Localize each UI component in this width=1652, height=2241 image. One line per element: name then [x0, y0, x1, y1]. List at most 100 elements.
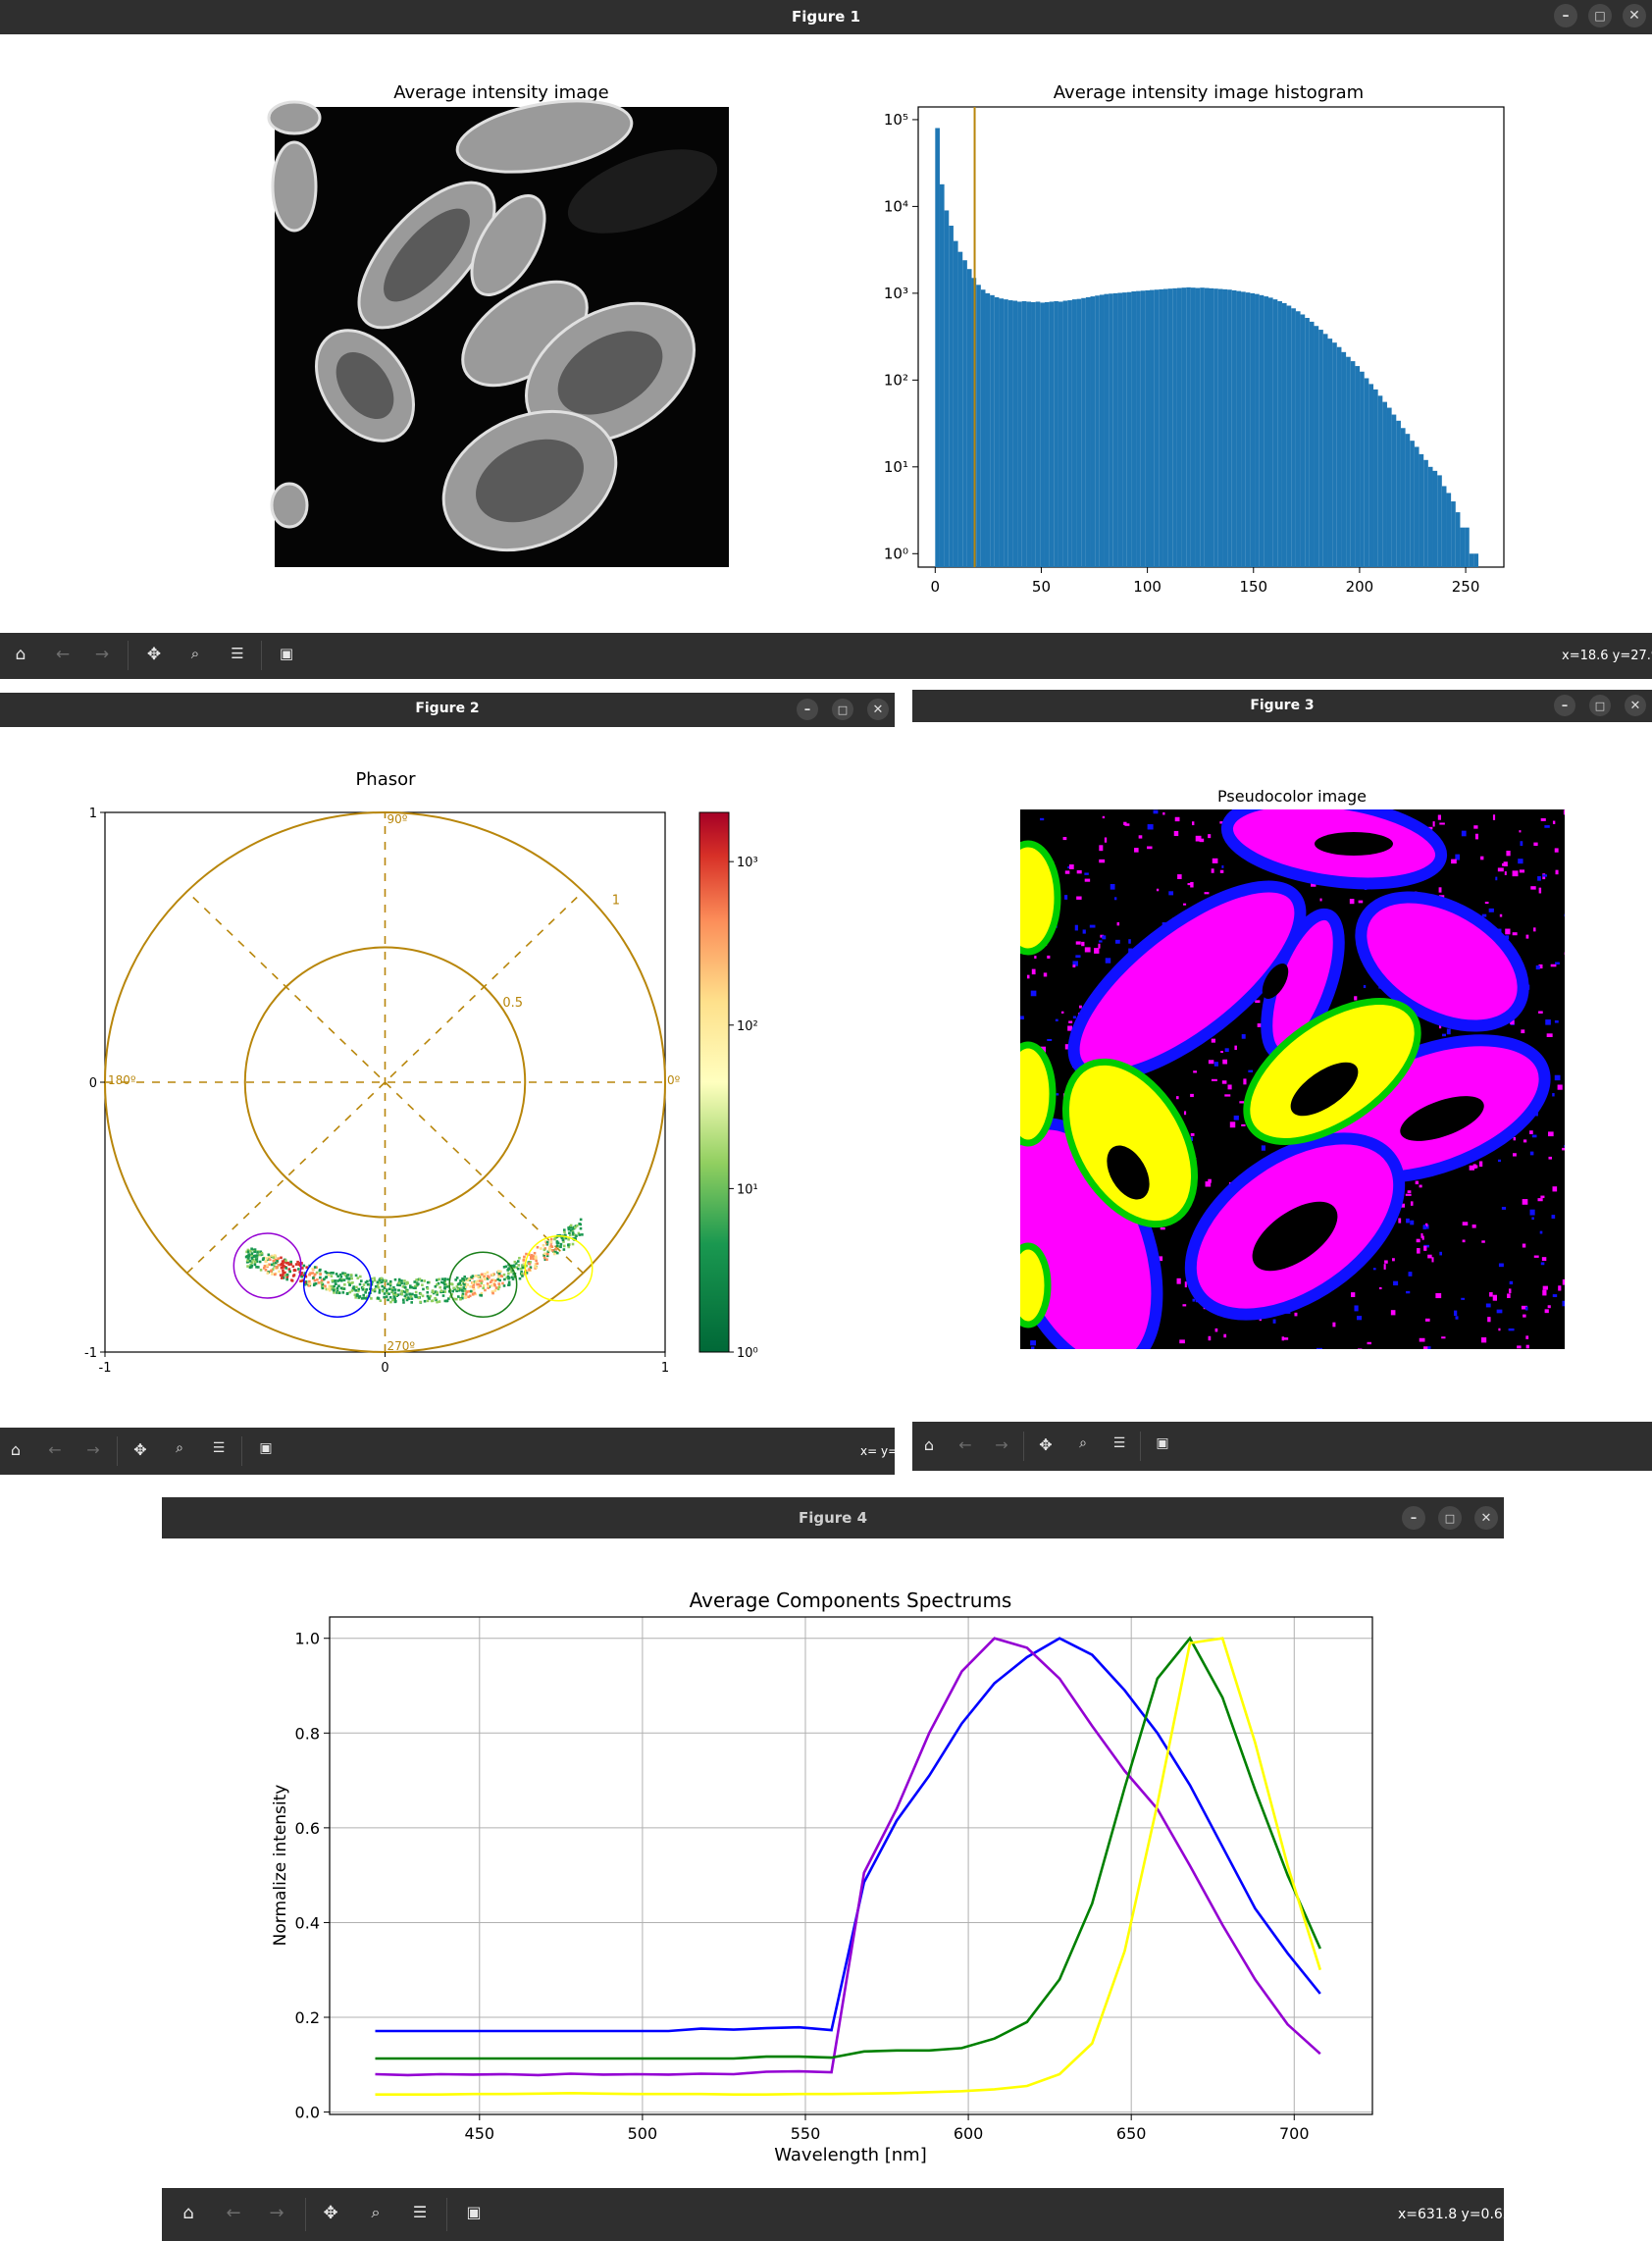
pseudocolor-image[interactable] — [971, 788, 1570, 1389]
save-icon[interactable]: ▣ — [279, 645, 294, 662]
histogram-bar — [1012, 300, 1018, 567]
histogram-bar — [1213, 288, 1218, 567]
histogram-bar — [1104, 293, 1110, 567]
histogram-bar — [1076, 298, 1082, 567]
histogram-bar — [1396, 420, 1401, 567]
figure2-title: Figure 2 — [415, 701, 480, 716]
configure-subplots-icon[interactable]: ☰ — [212, 1440, 226, 1456]
figure4-toolbar: ⌂ ← → ✥ ⌕ ☰ ▣ x=631.8 y=0.625 — [162, 2188, 1504, 2241]
spectrum-axes[interactable]: 450 500 550 600 650 700 0.0 0.2 0.4 0.6 0.8 1.0 — [295, 1616, 1373, 2143]
histogram-bar — [976, 285, 981, 567]
forward-arrow-icon[interactable]: → — [269, 2203, 284, 2223]
configure-subplots-icon[interactable]: ☰ — [1112, 1435, 1126, 1451]
histogram-bar — [1190, 287, 1196, 567]
cursor-coordinates: x= y= — [860, 1444, 895, 1458]
back-arrow-icon[interactable]: ← — [226, 2203, 241, 2223]
histogram-bar — [1217, 288, 1223, 567]
angle-label-90: 90º — [387, 812, 408, 826]
figure2-canvas[interactable]: Phasor 90º 0º 180º 270º 1 0.5 -1-1 0 0 1 1 — [0, 727, 895, 1428]
histogram-axes[interactable]: 0 50 100 150 200 250 10⁰ 10¹ 10² 10³ 10⁴ 10⁵ — [884, 106, 1505, 596]
back-arrow-icon[interactable]: ← — [48, 1440, 62, 1459]
home-icon[interactable]: ⌂ — [182, 2203, 194, 2223]
histogram-bar — [1255, 293, 1260, 567]
zoom-icon[interactable]: ⌕ — [371, 2203, 381, 2221]
histogram-bar — [1314, 326, 1319, 567]
zoom-icon[interactable]: ⌕ — [1079, 1435, 1087, 1451]
histogram-bar — [1272, 299, 1278, 567]
close-button[interactable]: ✕ — [1474, 1506, 1498, 1530]
component-circle — [302, 1251, 372, 1318]
maximize-button[interactable]: □ — [832, 699, 853, 720]
pseudocolor-title: Pseudocolor image — [1217, 787, 1367, 806]
configure-subplots-icon[interactable]: ☰ — [412, 2203, 428, 2221]
figure2-titlebar[interactable]: Figure 2 – □ ✕ — [0, 693, 895, 727]
configure-subplots-icon[interactable]: ☰ — [231, 645, 244, 662]
y-tick-label: -1 — [84, 1346, 97, 1361]
figure3-canvas[interactable]: Pseudocolor image — [912, 722, 1652, 1422]
home-icon[interactable]: ⌂ — [10, 1440, 22, 1459]
save-icon[interactable]: ▣ — [466, 2203, 482, 2221]
histogram-bar — [1400, 428, 1406, 567]
minimize-button[interactable]: – — [1554, 4, 1577, 27]
maximize-button[interactable]: □ — [1589, 695, 1611, 716]
back-arrow-icon[interactable]: ← — [55, 645, 71, 664]
y-tick-label: 10⁰ — [884, 545, 908, 562]
minimize-button[interactable]: – — [797, 699, 818, 720]
histogram-title: Average intensity image histogram — [1054, 82, 1364, 103]
figure1-titlebar[interactable]: Figure 1 – □ ✕ — [0, 0, 1652, 34]
histogram-bar — [1465, 527, 1470, 567]
histogram-bar — [1446, 493, 1452, 567]
x-tick-label: -1 — [99, 1361, 112, 1376]
histogram-bar — [1049, 301, 1055, 567]
figure3-toolbar: ⌂ ← → ✥ ⌕ ☰ ▣ — [912, 1422, 1652, 1471]
minimize-button[interactable]: – — [1554, 695, 1575, 716]
histogram-bar — [1360, 371, 1365, 567]
figure3-titlebar[interactable]: Figure 3 – □ ✕ — [912, 690, 1652, 722]
home-icon[interactable]: ⌂ — [15, 645, 26, 664]
histogram-bar — [1209, 287, 1214, 567]
figure4-titlebar[interactable]: Figure 4 – □ ✕ — [162, 1497, 1504, 1538]
back-arrow-icon[interactable]: ← — [958, 1435, 972, 1454]
maximize-button[interactable]: □ — [1588, 4, 1612, 27]
histogram-bar — [1054, 300, 1058, 567]
spectrum-series-line — [375, 1637, 1321, 2033]
close-button[interactable]: ✕ — [1623, 4, 1646, 27]
histogram-bar — [1460, 527, 1466, 567]
forward-arrow-icon[interactable]: → — [94, 645, 110, 664]
maximize-button[interactable]: □ — [1438, 1506, 1462, 1530]
minimize-button[interactable]: – — [1402, 1506, 1425, 1530]
pan-icon[interactable]: ✥ — [323, 2203, 338, 2223]
phasor-axes[interactable]: 90º 0º 180º 270º 1 0.5 -1-1 0 0 1 1 — [84, 807, 681, 1376]
figure4-canvas[interactable]: Average Components Spectrums 450 500 550 60… — [162, 1538, 1504, 2188]
histogram-bar — [1062, 300, 1068, 567]
pan-icon[interactable]: ✥ — [1039, 1435, 1053, 1454]
save-icon[interactable]: ▣ — [1156, 1435, 1169, 1451]
forward-arrow-icon[interactable]: → — [995, 1435, 1008, 1454]
histogram-bar — [1071, 299, 1077, 567]
zoom-icon[interactable]: ⌕ — [190, 645, 200, 662]
histogram-bar — [1382, 401, 1387, 567]
figure1-canvas[interactable]: Average intensity image — [0, 34, 1652, 633]
y-tick-label: 10¹ — [884, 458, 908, 476]
histogram-bar — [1327, 339, 1333, 567]
histogram-bar — [1295, 311, 1301, 567]
figure2-window: Figure 2 – □ ✕ Phasor 90º 0º 180º 270º 1 0.5 -… — [0, 693, 895, 1475]
component-circle — [524, 1235, 594, 1302]
histogram-bar — [1021, 300, 1027, 567]
save-icon[interactable]: ▣ — [259, 1440, 273, 1456]
forward-arrow-icon[interactable]: → — [86, 1440, 100, 1459]
y-tick-label: 1.0 — [295, 1630, 320, 1648]
histogram-bar — [1373, 389, 1378, 567]
average-intensity-image[interactable] — [267, 89, 729, 577]
pan-icon[interactable]: ✥ — [133, 1440, 147, 1459]
close-button[interactable]: ✕ — [867, 699, 889, 720]
histogram-bar — [1122, 292, 1127, 567]
home-icon[interactable]: ⌂ — [923, 1435, 935, 1454]
histogram-bar — [1112, 292, 1118, 567]
zoom-icon[interactable]: ⌕ — [176, 1440, 183, 1456]
pan-icon[interactable]: ✥ — [146, 645, 162, 664]
close-button[interactable]: ✕ — [1625, 695, 1646, 716]
histogram-bar — [994, 296, 1000, 567]
histogram-bar — [1423, 459, 1428, 567]
histogram-bar — [1227, 289, 1232, 567]
